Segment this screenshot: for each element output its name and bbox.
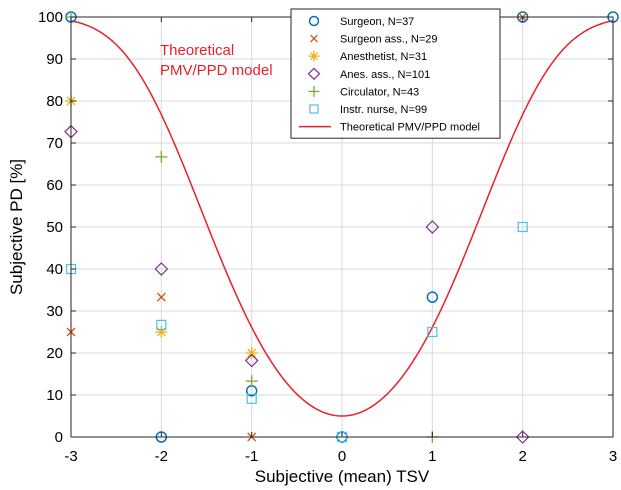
data-point [155, 150, 168, 163]
data-point [246, 393, 257, 404]
data-point [425, 220, 440, 234]
model-curve-layer [70, 19, 614, 417]
y-axis-label: Subjective PD [%] [7, 159, 26, 295]
legend-box [290, 8, 501, 139]
legend-label: Anes. ass., N=101 [340, 69, 430, 81]
legend-label: Anesthetist, N=31 [340, 51, 427, 63]
data-point [154, 262, 169, 276]
y-tick-label: 0 [55, 429, 63, 446]
x-tick-label: -1 [245, 448, 258, 465]
legend-marker [310, 34, 318, 43]
x-tick-label: 2 [518, 448, 526, 465]
legend-marker [308, 15, 320, 27]
x-tick-label: -3 [64, 448, 77, 465]
y-tick-label: 60 [46, 177, 63, 194]
data-point [244, 353, 259, 368]
legend: Surgeon, N=37 Surgeon ass., N=29 Anestheti… [290, 8, 501, 139]
legend-marker [309, 104, 319, 114]
y-tick-label: 90 [46, 51, 63, 68]
x-tick-label: 1 [428, 448, 436, 465]
data-point [245, 347, 258, 359]
legend-marker [308, 50, 320, 62]
y-tick-label: 80 [46, 93, 63, 110]
x-tick-label: 0 [338, 448, 346, 465]
data-point [427, 326, 438, 338]
y-tick-label: 30 [46, 303, 63, 320]
y-tick-label: 70 [46, 135, 63, 152]
annotation-line-2: PMV/PPD model [160, 62, 273, 79]
y-tick-label: 40 [46, 261, 63, 278]
annotation-line-1: Theoretical [160, 42, 234, 59]
y-tick-label: 50 [46, 219, 63, 236]
legend-label: Theoretical PMV/PPD model [340, 122, 480, 134]
y-tick-label: 100 [38, 9, 63, 26]
legend-label: Surgeon ass., N=29 [340, 34, 438, 46]
x-tick-label: 3 [609, 448, 617, 465]
legend-marker [308, 85, 320, 97]
model-curve-line [70, 19, 614, 417]
data-point [245, 375, 258, 388]
data-point [426, 291, 439, 303]
data-point [515, 430, 530, 444]
data-point [156, 292, 166, 302]
legend-label: Circulator, N=43 [340, 86, 419, 98]
data-point [517, 221, 528, 233]
x-axis-label: Subjective (mean) TSV [255, 467, 430, 486]
legend-label: Instr. nurse, N=99 [340, 104, 427, 116]
y-tick-label: 10 [46, 387, 63, 404]
y-tick-label: 20 [46, 345, 63, 362]
data-point [156, 319, 167, 330]
x-tick-label: -2 [155, 448, 168, 465]
legend-marker [307, 67, 321, 81]
legend-label: Surgeon, N=37 [340, 16, 414, 28]
